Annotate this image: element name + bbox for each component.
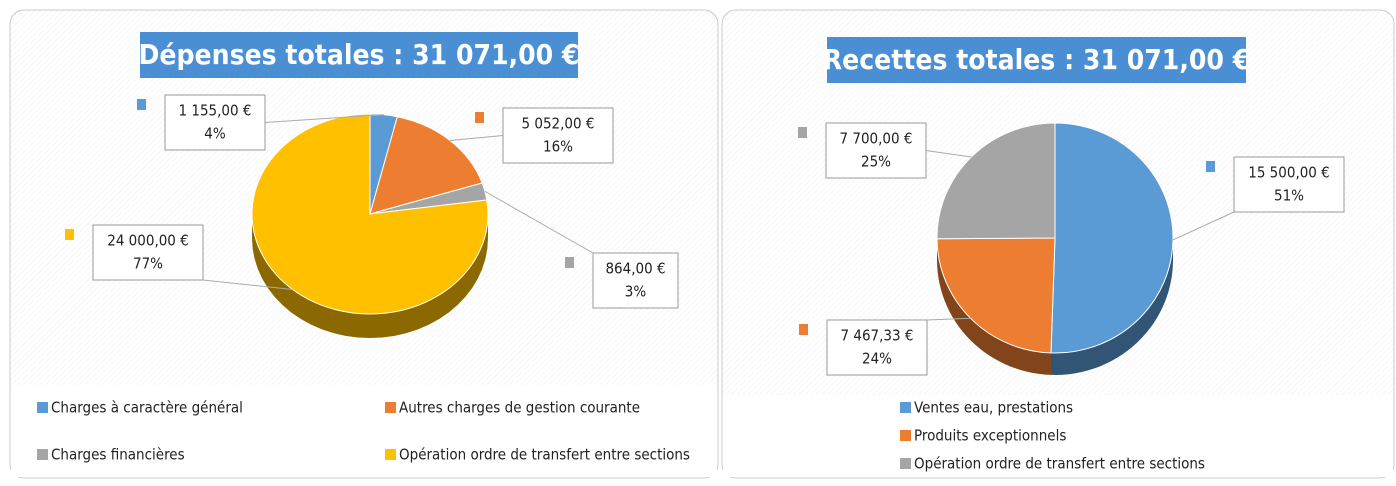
legend-swatch — [900, 458, 911, 469]
label-key — [799, 324, 808, 335]
chart-title: Dépenses totales : 31 071,00 € — [139, 38, 580, 71]
value-label: 15 500,00 € — [1248, 164, 1330, 182]
percent-label: 51% — [1274, 187, 1304, 205]
legend-swatch — [385, 449, 396, 460]
label-key — [1206, 161, 1215, 172]
legend-swatch — [900, 402, 911, 413]
label-key — [137, 99, 146, 110]
percent-label: 3% — [625, 283, 647, 301]
legend-swatch — [385, 402, 396, 413]
value-label: 864,00 € — [605, 260, 665, 278]
percent-label: 4% — [204, 125, 226, 143]
label-key — [475, 112, 484, 123]
legend-label: Autres charges de gestion courante — [399, 399, 640, 417]
percent-label: 25% — [861, 153, 891, 171]
legend-label: Opération ordre de transfert entre secti… — [914, 455, 1205, 473]
value-label: 5 052,00 € — [522, 115, 595, 133]
percent-label: 16% — [543, 138, 573, 156]
legend-swatch — [37, 402, 48, 413]
legend-label: Ventes eau, prestations — [914, 399, 1073, 417]
value-label: 1 155,00 € — [179, 102, 252, 120]
percent-label: 24% — [862, 350, 892, 368]
percent-label: 77% — [133, 255, 163, 273]
label-key — [798, 127, 807, 138]
legend-swatch — [37, 449, 48, 460]
value-label: 7 467,33 € — [841, 327, 914, 345]
legend-label: Produits exceptionnels — [914, 427, 1066, 445]
legend-swatch — [900, 430, 911, 441]
legend-label: Charges à caractère général — [51, 399, 243, 417]
label-key — [65, 229, 74, 240]
label-key — [565, 257, 574, 268]
chart-title: Recettes totales : 31 071,00 € — [823, 43, 1250, 76]
value-label: 24 000,00 € — [107, 232, 189, 250]
legend-label: Charges financières — [51, 446, 185, 464]
legend-label: Opération ordre de transfert entre secti… — [399, 446, 690, 464]
value-label: 7 700,00 € — [840, 130, 913, 148]
